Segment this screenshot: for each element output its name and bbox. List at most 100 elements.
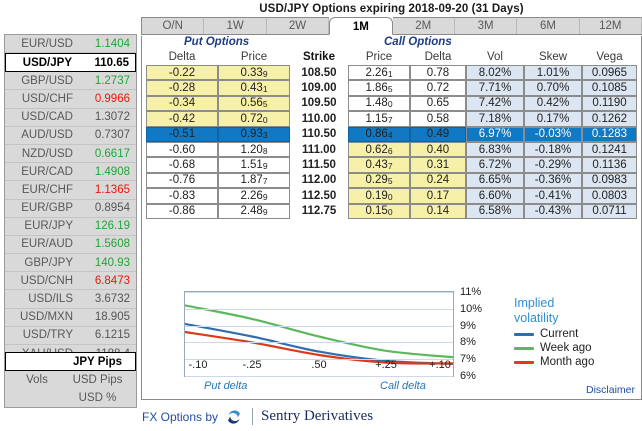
rate-row-gbp-jpy[interactable]: GBP/JPY 140.93 — [5, 254, 136, 273]
rate-row-gbp-usd[interactable]: GBP/USD 1.2737 — [5, 72, 136, 91]
table-row[interactable]: -0.86 2.489 112.75 0.150 0.14 6.58% -0.43% 0.07… — [146, 203, 637, 219]
put-delta-cell: -0.86 — [146, 203, 218, 219]
table-row[interactable]: -0.28 0.431 109.00 1.865 0.72 7.71% 0.70% 0.108… — [146, 80, 637, 96]
put-delta-cell: -0.42 — [146, 111, 218, 127]
table-row[interactable]: -0.42 0.720 110.00 1.157 0.58 7.18% 0.17% 0.126… — [146, 111, 637, 127]
panel-body: Put Options Call Options Delta Price Str… — [141, 36, 642, 400]
value-pip-fraction: 5 — [387, 84, 393, 95]
rate-pair-label: EUR/AUD — [21, 238, 73, 251]
value-main: 0.19 — [365, 189, 388, 202]
strike-cell: 109.00 — [301, 82, 337, 95]
put-price-cell: 0.431 — [218, 80, 290, 96]
table-row[interactable]: -0.83 2.269 112.50 0.190 0.17 6.60% -0.41% 0.08… — [146, 188, 637, 204]
value-pip-fraction: 3 — [262, 130, 268, 141]
table-row[interactable]: -0.60 1.208 111.00 0.626 0.40 6.83% -0.18% 0.12… — [146, 141, 637, 158]
rate-row-usd-jpy[interactable]: USD/JPY 110.65 — [5, 53, 136, 73]
call-price-cell: 0.150 — [348, 203, 410, 219]
vols-option-0[interactable]: JPY Pips — [5, 352, 136, 371]
value-main: 0.56 — [240, 97, 263, 110]
rate-row-eur-jpy[interactable]: EUR/JPY 126.19 — [5, 218, 136, 236]
chart-legend-title: Implied volatility — [514, 296, 594, 326]
vol-cell: 8.02% — [466, 65, 524, 81]
table-row[interactable]: -0.34 0.565 109.50 1.480 0.65 7.42% 0.42% 0.119… — [146, 95, 637, 112]
skew-cell: -0.18% — [524, 141, 582, 158]
value-main: 1.87 — [240, 174, 263, 187]
tab-1w[interactable]: 1W — [204, 17, 267, 34]
vols-unit-selector: JPY Pips Vols USD Pips USD % — [4, 352, 137, 409]
call-delta-cell: 0.31 — [410, 157, 466, 173]
vol-cell: 6.83% — [466, 141, 524, 158]
tab-12m[interactable]: 12M — [579, 17, 642, 34]
implied-volatility-chart: -.10 -.25 .50 +.25 +.10 6% 7% 8% 9% 10% 11% Put d… — [142, 286, 642, 400]
rate-value: 110.65 — [94, 56, 129, 69]
rate-row-usd-ils[interactable]: USD/ILS 3.6732 — [5, 290, 136, 309]
strike-cell: 110.50 — [301, 128, 337, 141]
options-chain-table: Delta Price Strike Price Delta Vol Skew … — [146, 50, 637, 219]
chart-x-tick: -.10 — [188, 359, 208, 371]
tab-2m[interactable]: 2M — [392, 17, 455, 34]
put-price-cell: 0.933 — [218, 126, 290, 142]
vols-option-label: JPY Pips — [72, 355, 122, 368]
put-delta-axis-label: Put delta — [204, 380, 248, 392]
vol-cell: 7.18% — [466, 111, 524, 127]
page-footer: FX Options by Sentry Derivatives — [0, 402, 642, 431]
disclaimer-link[interactable]: Disclaimer — [585, 384, 635, 396]
vega-cell: 0.0965 — [582, 65, 637, 81]
value-pip-fraction: 9 — [262, 207, 268, 218]
vols-option-2[interactable]: USD % — [5, 389, 136, 407]
rate-row-eur-aud[interactable]: EUR/AUD 1.5608 — [5, 236, 136, 255]
rate-row-eur-usd[interactable]: EUR/USD 1.1404 — [5, 35, 136, 54]
table-row[interactable]: -0.76 1.877 112.00 0.295 0.24 6.65% -0.36% 0.09… — [146, 172, 637, 189]
chart-gridline — [185, 376, 453, 377]
legend-item-week-ago[interactable]: Week ago — [514, 342, 594, 354]
put-price-cell: 1.208 — [218, 141, 290, 158]
rate-row-usd-cnh[interactable]: USD/CNH 6.8473 — [5, 272, 136, 291]
skew-cell: 0.42% — [524, 95, 582, 112]
table-row[interactable]: -0.51 0.933 110.50 0.864 0.49 6.97% -0.03% 0.12… — [146, 126, 637, 142]
rate-pair-label: USD/TRY — [22, 329, 73, 342]
rate-pair-label: USD/MXN — [19, 311, 73, 324]
rate-row-usd-cad[interactable]: USD/CAD 1.3072 — [5, 109, 136, 127]
put-price-cell: 0.720 — [218, 111, 290, 127]
put-price-cell: 2.489 — [218, 203, 290, 219]
rate-row-aud-usd[interactable]: AUD/USD 0.7307 — [5, 127, 136, 145]
skew-cell: 1.01% — [524, 65, 582, 81]
rate-row-usd-try[interactable]: USD/TRY 6.1215 — [5, 327, 136, 345]
tab-1m[interactable]: 1M — [329, 17, 393, 35]
tab-on[interactable]: O/N — [141, 17, 205, 34]
value-pip-fraction: 9 — [262, 68, 268, 79]
vols-option-1[interactable]: Vols USD Pips — [5, 371, 136, 389]
rate-row-eur-gbp[interactable]: EUR/GBP 0.8954 — [5, 200, 136, 218]
legend-item-month-ago[interactable]: Month ago — [514, 356, 594, 368]
value-pip-fraction: 6 — [387, 145, 393, 156]
skew-cell: -0.03% — [524, 126, 582, 142]
value-pip-fraction: 0 — [262, 114, 268, 125]
put-delta-cell: -0.68 — [146, 157, 218, 173]
expiry-tabs: O/N 1W 2W 1M 2M 3M 6M 12M — [141, 17, 642, 35]
value-main: 1.20 — [240, 143, 263, 156]
rate-pair-label: USD/CAD — [21, 111, 73, 124]
chart-series-current — [185, 322, 453, 365]
skew-cell: 0.70% — [524, 80, 582, 96]
vol-cell: 6.58% — [466, 203, 524, 219]
table-row[interactable]: -0.68 1.519 111.50 0.437 0.31 6.72% -0.29% 0.11… — [146, 157, 637, 173]
rate-pair-label: NZD/USD — [21, 147, 73, 160]
call-delta-cell: 0.49 — [410, 126, 466, 142]
rate-row-usd-mxn[interactable]: USD/MXN 18.905 — [5, 309, 136, 327]
strike-cell: 110.00 — [301, 112, 337, 125]
rate-row-eur-cad[interactable]: EUR/CAD 1.4908 — [5, 163, 136, 182]
skew-cell: 0.17% — [524, 111, 582, 127]
value-pip-fraction: 5 — [387, 176, 393, 187]
tab-2w[interactable]: 2W — [266, 17, 330, 34]
rate-pair-label: EUR/CAD — [21, 165, 73, 178]
rate-row-nzd-usd[interactable]: NZD/USD 0.6617 — [5, 145, 136, 164]
value-main: 0.93 — [240, 128, 263, 141]
rate-row-eur-chf[interactable]: EUR/CHF 1.1365 — [5, 181, 136, 200]
table-row[interactable]: -0.22 0.339 108.50 2.261 0.78 8.02% 1.01% 0.096… — [146, 65, 637, 81]
tab-3m[interactable]: 3M — [454, 17, 518, 34]
rate-row-usd-chf[interactable]: USD/CHF 0.9966 — [5, 90, 136, 109]
tab-6m[interactable]: 6M — [517, 17, 580, 34]
rate-pair-label: GBP/USD — [21, 74, 73, 87]
legend-item-current[interactable]: Current — [514, 328, 594, 340]
rate-pair-label: EUR/USD — [21, 37, 73, 50]
